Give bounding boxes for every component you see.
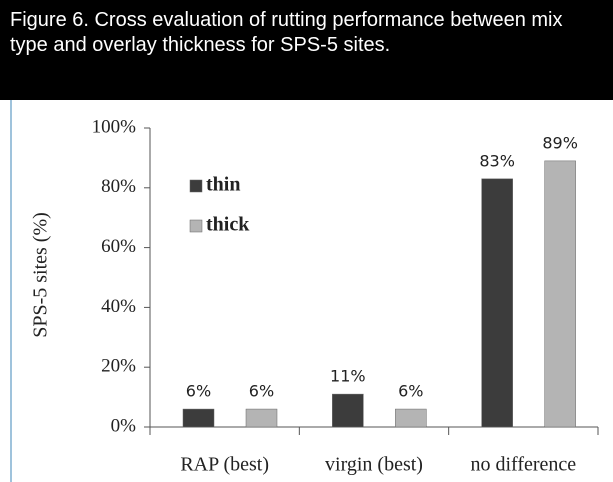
bar — [332, 393, 364, 428]
y-tick-label: 40% — [101, 296, 136, 317]
y-tick-label: 0% — [111, 415, 137, 436]
bar — [395, 408, 427, 428]
bar — [245, 408, 278, 428]
y-axis-title: SPS-5 sites (%) — [30, 212, 52, 338]
value-label: 6% — [249, 382, 274, 401]
value-label: 83% — [479, 151, 515, 170]
value-label: 11% — [330, 367, 366, 386]
value-label: 6% — [398, 382, 423, 401]
bar — [544, 160, 576, 428]
value-label: 89% — [542, 133, 578, 152]
legend-label: thin — [206, 174, 240, 196]
x-tick-label: virgin (best) — [325, 454, 423, 476]
x-tick-label: RAP (best) — [180, 454, 269, 476]
y-tick-label: 100% — [92, 116, 137, 137]
legend-label: thick — [206, 214, 250, 236]
figure-caption: Figure 6. Cross evaluation of rutting pe… — [0, 0, 613, 100]
y-tick-label: 20% — [101, 356, 136, 377]
legend-swatch — [189, 179, 203, 193]
value-label: 6% — [186, 382, 211, 401]
legend-swatch — [189, 219, 203, 233]
bar — [182, 408, 215, 428]
y-tick-label: 60% — [101, 236, 136, 257]
y-tick-label: 80% — [101, 176, 136, 197]
x-tick-label: no difference — [470, 454, 576, 476]
bar — [481, 178, 513, 428]
